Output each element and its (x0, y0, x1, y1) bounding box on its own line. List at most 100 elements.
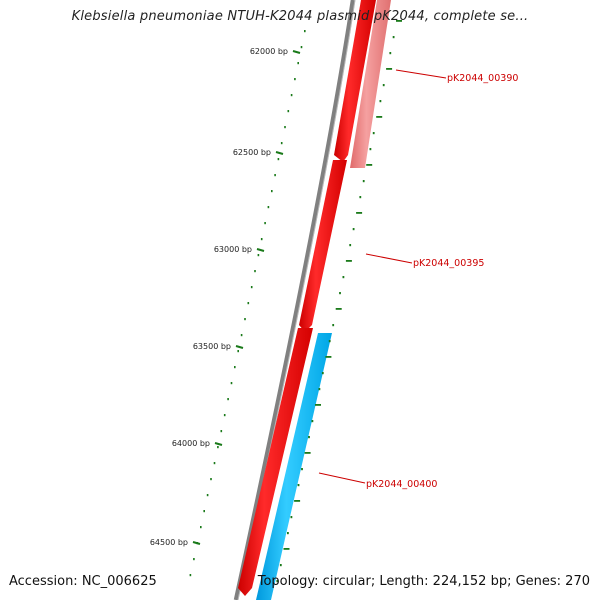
minor-tick (244, 318, 246, 321)
scale-tick-label: 62000 bp (250, 47, 288, 56)
scale-tick-label: 63000 bp (214, 245, 252, 254)
minor-tick (189, 574, 192, 577)
minor-tick (274, 174, 276, 177)
minor-tick (247, 302, 250, 305)
gc-dot (325, 356, 332, 358)
gc-dot (366, 164, 373, 166)
scale-ticks: 62000 bp 62500 bp 63000 bp 63500 bp 64000 bp… (150, 47, 301, 547)
minor-tick (254, 270, 256, 273)
minor-tick (271, 190, 273, 193)
gc-dot (287, 532, 289, 535)
scale-tick-mark (275, 151, 284, 155)
cyan-feature[interactable] (256, 333, 332, 600)
gene-pK2044-00395[interactable] (299, 160, 347, 332)
minor-tick (304, 30, 306, 33)
minor-tick (234, 366, 236, 369)
gc-dot (301, 468, 303, 471)
gc-dot (311, 420, 314, 423)
minor-tick (257, 254, 260, 257)
minor-tick (227, 398, 229, 401)
topology-text: Topology: circular; Length: 224,152 bp; … (257, 574, 590, 589)
gc-dot (342, 276, 345, 279)
gc-dot (290, 516, 293, 519)
map-title: Klebsiella pneumoniae NTUH-K2044 plasmid… (71, 9, 529, 24)
gc-dot (379, 100, 382, 103)
gc-dot (359, 196, 362, 199)
gene-label[interactable]: pK2044_00395 (413, 258, 484, 269)
gene-pK2044-00400[interactable] (238, 328, 313, 596)
scale-tick-mark (256, 248, 265, 252)
gc-dot (339, 292, 341, 295)
scale-tick-label: 64000 bp (172, 439, 210, 448)
minor-tick (203, 510, 205, 513)
minor-tick (237, 350, 239, 353)
gc-dot (279, 564, 282, 567)
light-red-feature[interactable] (350, 0, 391, 168)
minor-tick (267, 206, 270, 209)
gc-dot (283, 548, 290, 550)
gene-label-leader (395, 69, 447, 79)
gc-dot (396, 20, 402, 22)
gene-label-leader (365, 253, 413, 264)
gene-label[interactable]: pK2044_00400 (366, 479, 437, 490)
backbone-track (233, 0, 356, 601)
minor-tick (223, 414, 226, 417)
scale-tick-label: 63500 bp (193, 342, 231, 351)
gc-dot (356, 212, 363, 214)
minor-tick (264, 222, 266, 225)
gene-pK2044-00390[interactable] (334, 0, 376, 162)
minor-tick (277, 158, 280, 161)
gc-dot (352, 228, 355, 231)
minor-tick (210, 478, 212, 481)
minor-tick (200, 526, 202, 529)
minor-tick (250, 286, 253, 289)
gc-dot (297, 484, 300, 487)
minor-tick (260, 238, 263, 241)
gc-dot (389, 52, 392, 55)
minor-tick (290, 94, 293, 97)
gc-dot (328, 340, 331, 343)
minor-tick (230, 382, 233, 385)
gene-label[interactable]: pK2044_00390 (447, 73, 518, 84)
gene-label-leaders: pK2044_00390 pK2044_00395 pK2044_00400 (318, 69, 518, 490)
gc-dot (362, 180, 365, 183)
gc-dot (332, 324, 335, 327)
minor-tick (300, 46, 303, 49)
gc-dot (304, 452, 311, 454)
scale-tick-mark (292, 50, 301, 54)
minor-tick (217, 446, 219, 449)
scale-tick-label: 62500 bp (233, 148, 271, 157)
minor-tick (284, 126, 286, 129)
gc-dot (382, 84, 385, 87)
gc-dot (315, 404, 321, 406)
gc-dot (276, 580, 279, 583)
minor-tick (220, 430, 223, 433)
scale-tick-label: 64500 bp (150, 538, 188, 547)
gc-dot (386, 68, 393, 70)
minor-tick (213, 462, 216, 465)
scale-tick-mark (192, 541, 201, 545)
minor-tick (206, 494, 209, 497)
gc-dot (369, 148, 372, 151)
gc-dot (392, 36, 395, 39)
gc-dot (321, 372, 324, 375)
minor-tick (193, 558, 195, 561)
gene-label-leader (318, 472, 366, 484)
gc-skew-dots (189, 20, 402, 583)
gc-dot (345, 260, 352, 262)
minor-tick (240, 334, 243, 337)
minor-tick (297, 62, 299, 65)
gc-dot (349, 244, 352, 247)
minor-tick (294, 78, 296, 81)
gc-dot (335, 308, 342, 310)
minor-tick (280, 142, 283, 145)
gc-dot (376, 116, 383, 118)
gc-dot (308, 436, 310, 439)
gc-dot (294, 500, 301, 502)
scale-tick-mark (214, 442, 223, 446)
gc-dot (372, 132, 375, 135)
scale-tick-mark (235, 345, 244, 349)
gc-dot (318, 388, 321, 391)
